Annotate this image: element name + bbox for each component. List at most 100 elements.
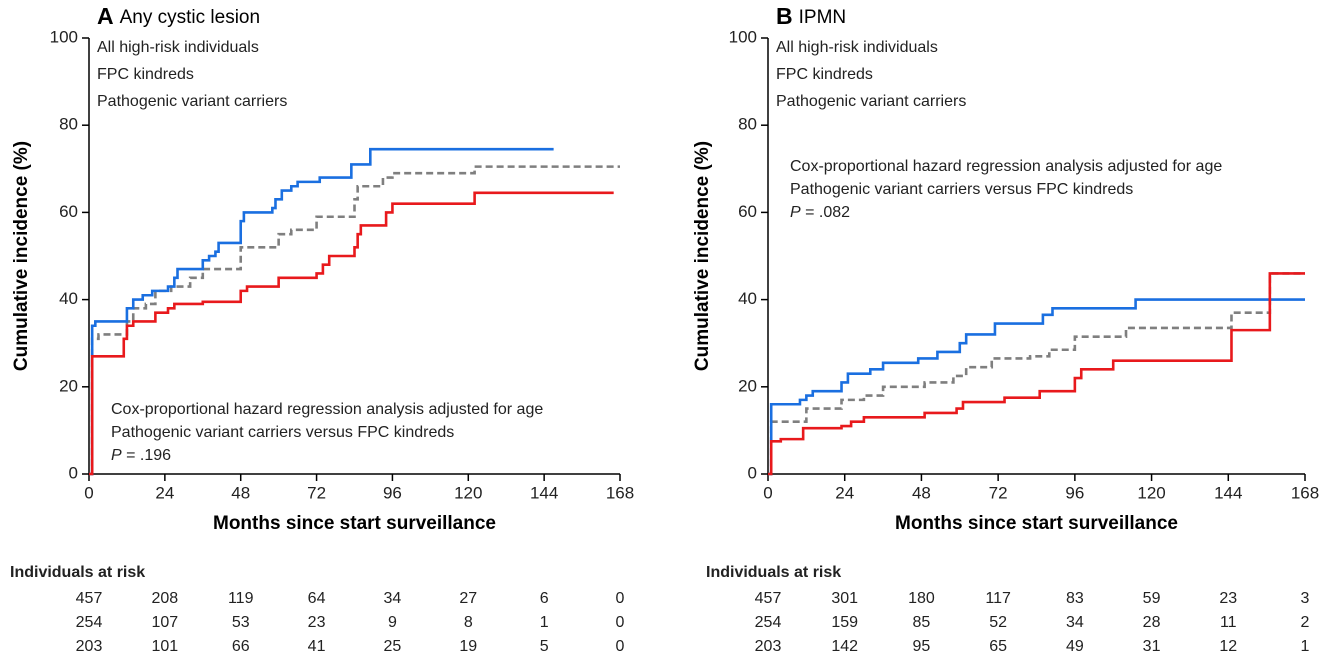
risk-count: 208 xyxy=(152,590,179,607)
x-tick-label: 48 xyxy=(912,483,931,502)
risk-count: 457 xyxy=(76,590,103,607)
risk-count: 0 xyxy=(616,614,625,631)
x-tick-label: 120 xyxy=(1137,483,1165,502)
x-tick-label: 120 xyxy=(454,483,482,502)
risk-count: 180 xyxy=(908,590,935,607)
y-tick-label: 40 xyxy=(738,289,757,308)
annotation-p: P = .082 xyxy=(790,204,850,221)
risk-count: 203 xyxy=(76,638,103,655)
risk-count: 85 xyxy=(913,614,931,631)
risk-count: 23 xyxy=(308,614,326,631)
risk-count: 95 xyxy=(913,638,931,655)
legend-entry: Pathogenic variant carriers xyxy=(97,93,287,110)
p-symbol: P xyxy=(111,447,122,464)
risk-count: 203 xyxy=(755,638,782,655)
risk-count: 101 xyxy=(152,638,179,655)
panel-title: B IPMN xyxy=(776,3,846,29)
risk-count: 27 xyxy=(459,590,477,607)
p-symbol: P xyxy=(790,204,801,221)
risk-count: 9 xyxy=(388,614,397,631)
y-tick-label: 0 xyxy=(69,463,78,482)
annotation: Cox-proportional hazard regression analy… xyxy=(111,401,543,418)
legend-entry: All high-risk individuals xyxy=(97,39,259,56)
legend-entry: All high-risk individuals xyxy=(776,39,938,56)
risk-count: 1 xyxy=(540,614,549,631)
risk-count: 107 xyxy=(152,614,179,631)
legend-entry: FPC kindreds xyxy=(97,66,194,83)
annotation-p: P = .196 xyxy=(111,447,171,464)
panel-title: A Any cystic lesion xyxy=(97,3,260,29)
risk-count: 11 xyxy=(1220,614,1237,631)
y-tick-label: 0 xyxy=(748,463,757,482)
y-tick-label: 60 xyxy=(59,202,78,221)
risk-count: 254 xyxy=(755,614,782,631)
risk-count: 6 xyxy=(540,590,549,607)
risk-count: 0 xyxy=(616,638,625,655)
x-tick-label: 96 xyxy=(383,483,402,502)
y-axis-title: Cumulative incidence (%) xyxy=(11,141,32,371)
x-tick-label: 144 xyxy=(1214,483,1242,502)
risk-count: 28 xyxy=(1143,614,1161,631)
x-tick-label: 96 xyxy=(1065,483,1084,502)
x-tick-label: 48 xyxy=(231,483,250,502)
annotation: Pathogenic variant carriers versus FPC k… xyxy=(790,181,1133,198)
step-line xyxy=(89,147,554,476)
risk-count: 64 xyxy=(308,590,326,607)
risk-count: 142 xyxy=(831,638,858,655)
y-tick-label: 60 xyxy=(738,202,757,221)
step-line xyxy=(768,272,1305,476)
risk-count: 2 xyxy=(1301,614,1310,631)
x-axis-title: Months since start surveillance xyxy=(213,513,496,534)
x-axis-title: Months since start surveillance xyxy=(895,513,1178,534)
risk-count: 34 xyxy=(1066,614,1084,631)
y-tick-label: 100 xyxy=(729,27,757,46)
x-tick-label: 24 xyxy=(155,483,174,502)
risk-count: 0 xyxy=(616,590,625,607)
y-tick-label: 80 xyxy=(59,115,78,134)
annotation: Pathogenic variant carriers versus FPC k… xyxy=(111,424,454,441)
risk-count: 3 xyxy=(1301,590,1310,607)
risk-count: 159 xyxy=(831,614,858,631)
p-value: = .082 xyxy=(801,204,850,221)
legend-entry: Pathogenic variant carriers xyxy=(776,93,966,110)
risk-count: 53 xyxy=(232,614,250,631)
risk-count: 8 xyxy=(464,614,473,631)
x-tick-label: 0 xyxy=(763,483,772,502)
x-tick-label: 72 xyxy=(307,483,326,502)
risk-count: 12 xyxy=(1219,638,1237,655)
risk-count: 117 xyxy=(985,590,1011,607)
risk-count: 31 xyxy=(1143,638,1161,655)
risk-count: 19 xyxy=(459,638,477,655)
risk-count: 23 xyxy=(1219,590,1237,607)
x-tick-label: 72 xyxy=(989,483,1008,502)
y-tick-label: 40 xyxy=(59,289,78,308)
risk-count: 119 xyxy=(228,590,254,607)
panel-name: IPMN xyxy=(799,7,847,28)
x-tick-label: 24 xyxy=(835,483,854,502)
risk-count: 49 xyxy=(1066,638,1084,655)
x-tick-label: 0 xyxy=(84,483,93,502)
risk-count: 34 xyxy=(384,590,402,607)
x-tick-label: 168 xyxy=(606,483,634,502)
y-axis-title: Cumulative incidence (%) xyxy=(692,141,713,371)
panel-letter: A xyxy=(97,3,114,29)
y-tick-label: 20 xyxy=(738,376,757,395)
risk-title: Individuals at risk xyxy=(706,564,841,581)
panel-letter: B xyxy=(776,3,793,29)
risk-count: 66 xyxy=(232,638,250,655)
risk-count: 5 xyxy=(540,638,549,655)
step-line xyxy=(768,298,1305,476)
risk-count: 457 xyxy=(755,590,782,607)
risk-count: 83 xyxy=(1066,590,1084,607)
risk-count: 301 xyxy=(831,590,858,607)
x-tick-label: 144 xyxy=(530,483,558,502)
risk-count: 52 xyxy=(989,614,1007,631)
risk-title: Individuals at risk xyxy=(10,564,145,581)
x-tick-label: 168 xyxy=(1291,483,1319,502)
step-line xyxy=(768,272,1305,476)
risk-count: 59 xyxy=(1143,590,1161,607)
legend-entry: FPC kindreds xyxy=(776,66,873,83)
annotation: Cox-proportional hazard regression analy… xyxy=(790,158,1222,175)
panel-name: Any cystic lesion xyxy=(120,7,260,28)
